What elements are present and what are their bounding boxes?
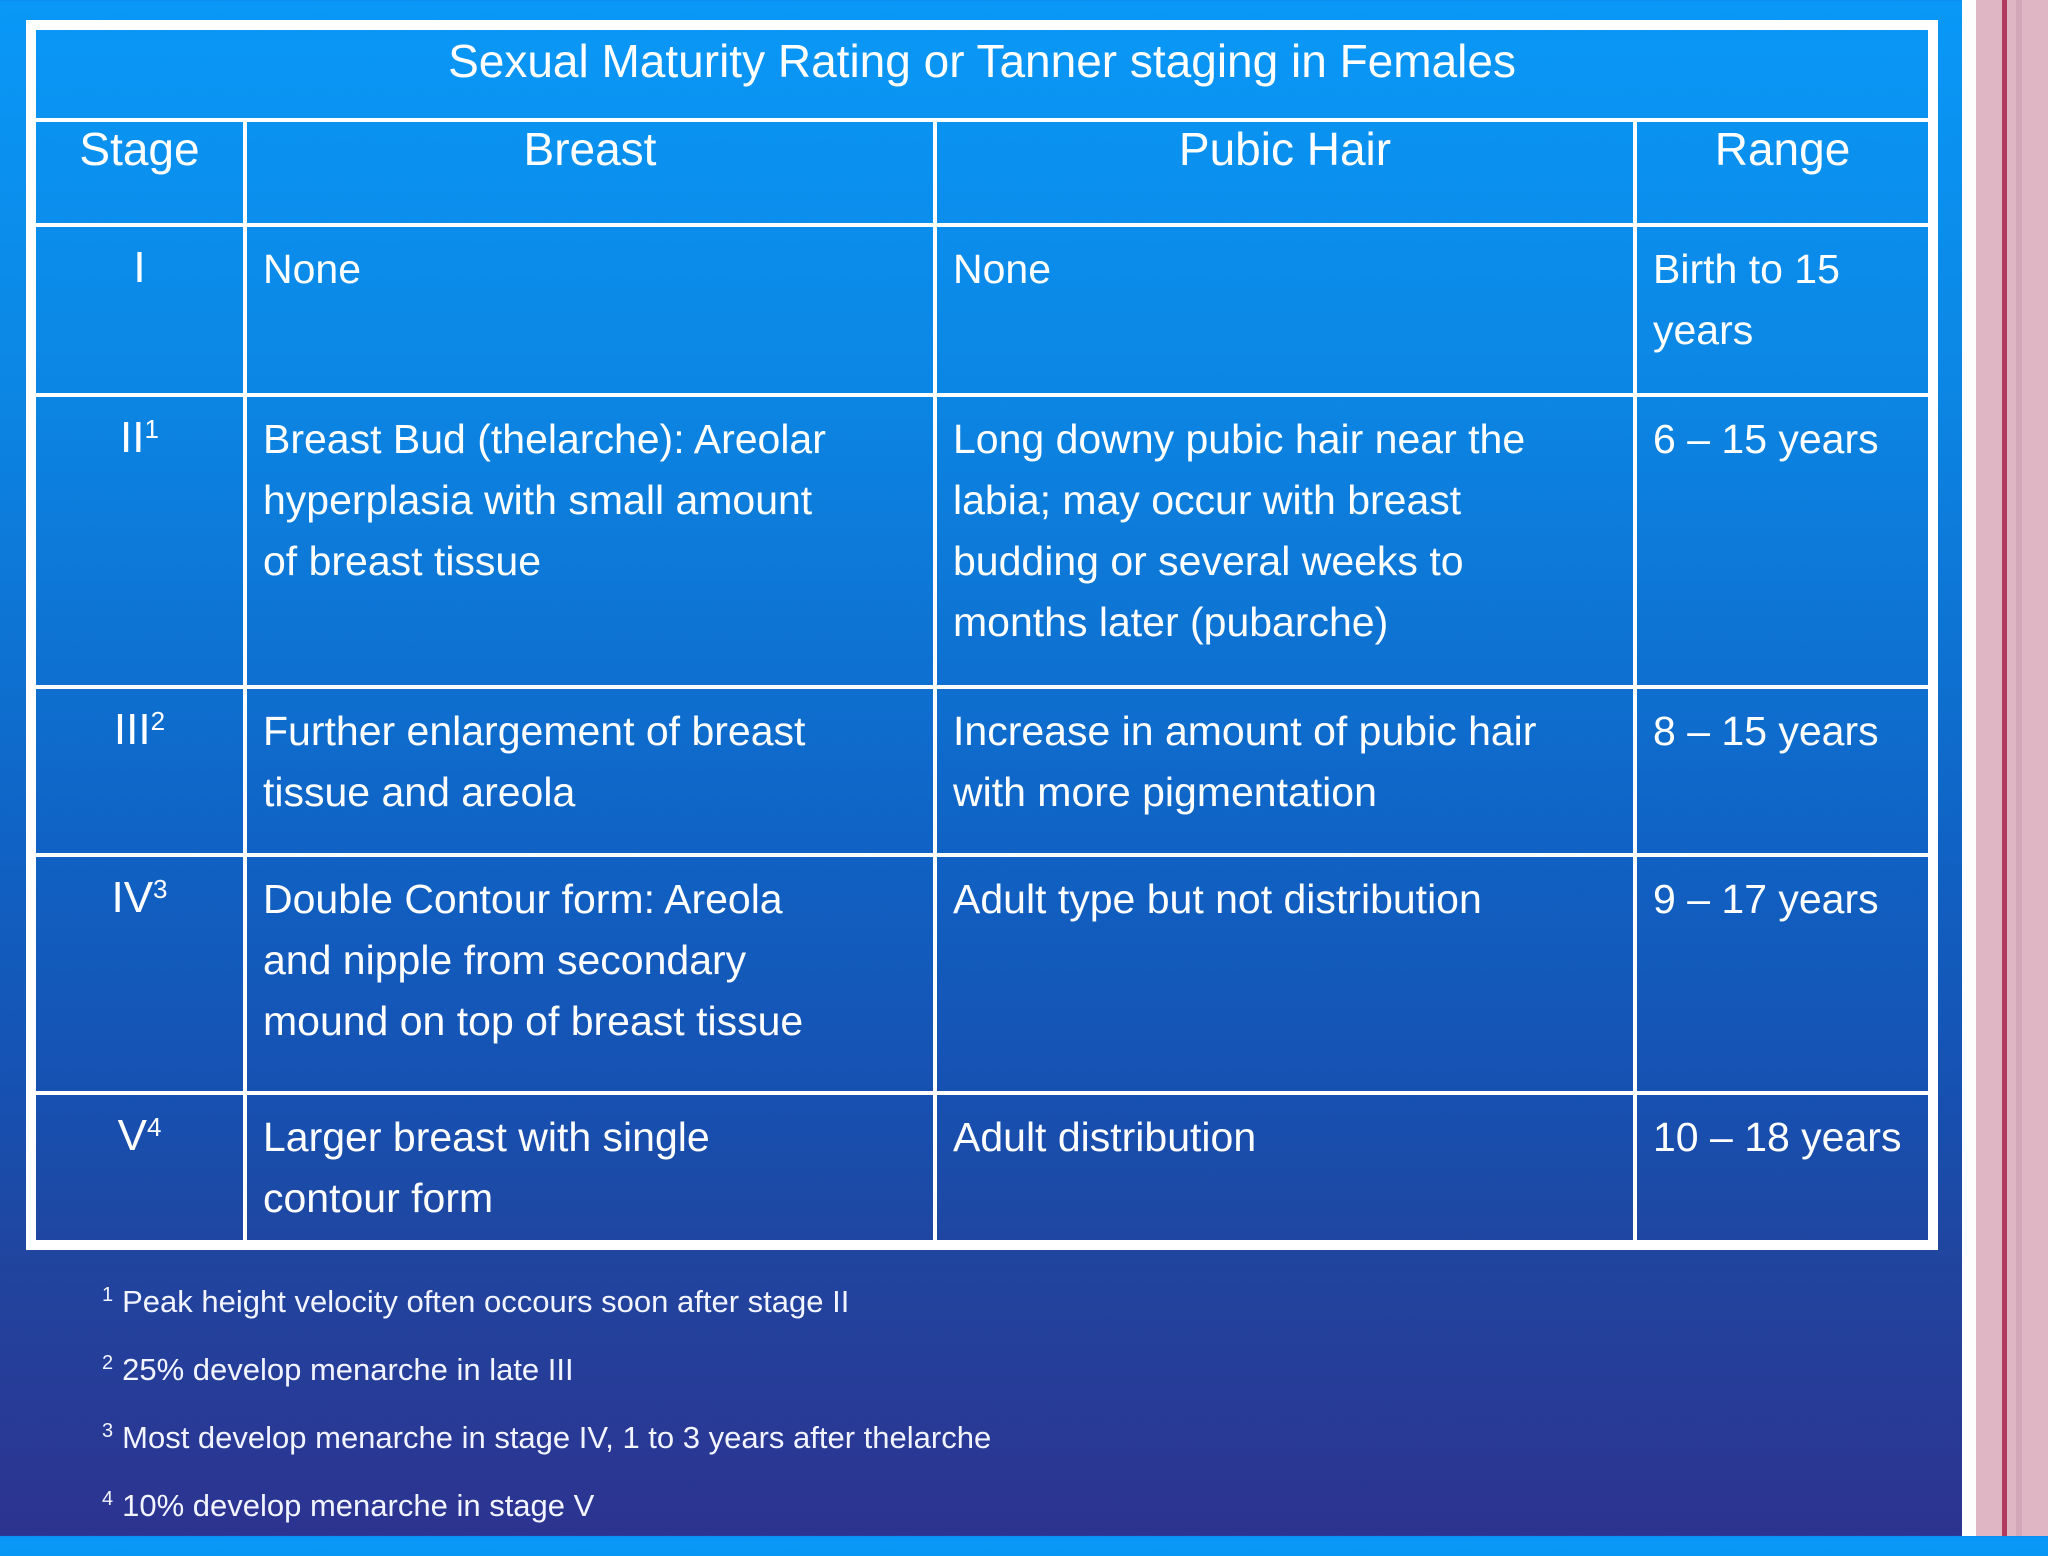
range-cell: 8 – 15 years xyxy=(1632,685,1936,857)
range-cell: 6 – 15 years xyxy=(1632,393,1936,689)
stage-cell: V4 xyxy=(29,1091,247,1247)
right-edge-accent-line xyxy=(2002,0,2007,1536)
footnotes: 1 Peak height velocity often occours soon… xyxy=(102,1284,1802,1556)
breast-cell: Larger breast with single contour form xyxy=(243,1091,937,1247)
right-edge-shadow-line xyxy=(2016,0,2022,1536)
col-header-breast: Breast xyxy=(243,118,937,227)
pubic-hair-cell: Long downy pubic hair near the labia; ma… xyxy=(933,393,1637,689)
footnote-text: Peak height velocity often occours soon … xyxy=(122,1284,850,1319)
footnote-superscript: 2 xyxy=(102,1352,114,1374)
footnote-text: Most develop menarche in stage IV, 1 to … xyxy=(122,1420,992,1455)
stage-label: IV xyxy=(111,873,154,922)
stage-label: II xyxy=(120,413,145,462)
footnote-1: 1 Peak height velocity often occours soon… xyxy=(102,1284,1802,1320)
stage-cell: II1 xyxy=(29,393,247,689)
range-cell: Birth to 15 years xyxy=(1632,223,1936,397)
pubic-hair-cell: Adult type but not distribution xyxy=(933,853,1637,1095)
table-row-stage-3: III2 Further enlargement of breast tissu… xyxy=(29,685,1936,857)
right-edge-pink-panel xyxy=(1976,0,2048,1536)
footnote-3: 3 Most develop menarche in stage IV, 1 to… xyxy=(102,1420,1802,1456)
stage-superscript: 1 xyxy=(144,414,159,444)
table-title: Sexual Maturity Rating or Tanner staging… xyxy=(28,23,1936,122)
pubic-hair-cell: Adult distribution xyxy=(933,1091,1637,1247)
header-row: Stage Breast Pubic Hair Range xyxy=(29,118,1936,227)
pubic-hair-cell: Increase in amount of pubic hair with mo… xyxy=(933,685,1637,857)
footnote-superscript: 4 xyxy=(102,1488,114,1510)
footnote-4: 4 10% develop menarche in stage V xyxy=(102,1488,1802,1524)
stage-label: V xyxy=(117,1111,147,1160)
tanner-staging-table: Sexual Maturity Rating or Tanner staging… xyxy=(26,20,1939,1250)
stage-superscript: 3 xyxy=(153,874,168,904)
footnote-superscript: 1 xyxy=(102,1284,114,1306)
footnote-text: 25% develop menarche in late III xyxy=(122,1352,574,1387)
breast-cell: None xyxy=(243,223,937,397)
col-header-stage: Stage xyxy=(29,118,247,227)
breast-cell: Breast Bud (thelarche): Areolar hyperpla… xyxy=(243,393,937,689)
stage-cell: III2 xyxy=(29,685,247,857)
breast-cell: Double Contour form: Areola and nipple f… xyxy=(243,853,937,1095)
table-row-stage-4: IV3 Double Contour form: Areola and nipp… xyxy=(29,853,1936,1095)
table-row-stage-5: V4 Larger breast with single contour for… xyxy=(29,1091,1936,1247)
table-row-stage-2: II1 Breast Bud (thelarche): Areolar hype… xyxy=(29,393,1936,689)
right-edge-white-stripe xyxy=(1962,0,1976,1536)
stage-superscript: 2 xyxy=(150,706,166,736)
stage-cell: IV3 xyxy=(29,853,247,1095)
pubic-hair-cell: None xyxy=(933,223,1637,397)
range-cell: 10 – 18 years xyxy=(1632,1091,1936,1247)
stage-label: III xyxy=(113,705,151,754)
footnote-superscript: 3 xyxy=(102,1420,114,1442)
col-header-pubic-hair: Pubic Hair xyxy=(933,118,1637,227)
title-row: Sexual Maturity Rating or Tanner staging… xyxy=(28,23,1936,122)
range-cell: 9 – 17 years xyxy=(1632,853,1936,1095)
footnote-text: 10% develop menarche in stage V xyxy=(122,1488,595,1523)
footnote-2: 2 25% develop menarche in late III xyxy=(102,1352,1802,1388)
table-row-stage-1: I None None Birth to 15 years xyxy=(29,223,1936,397)
stage-superscript: 4 xyxy=(146,1112,162,1142)
breast-cell: Further enlargement of breast tissue and… xyxy=(243,685,937,857)
stage-label: I xyxy=(133,243,146,292)
col-header-range: Range xyxy=(1632,118,1936,227)
stage-cell: I xyxy=(29,223,247,397)
